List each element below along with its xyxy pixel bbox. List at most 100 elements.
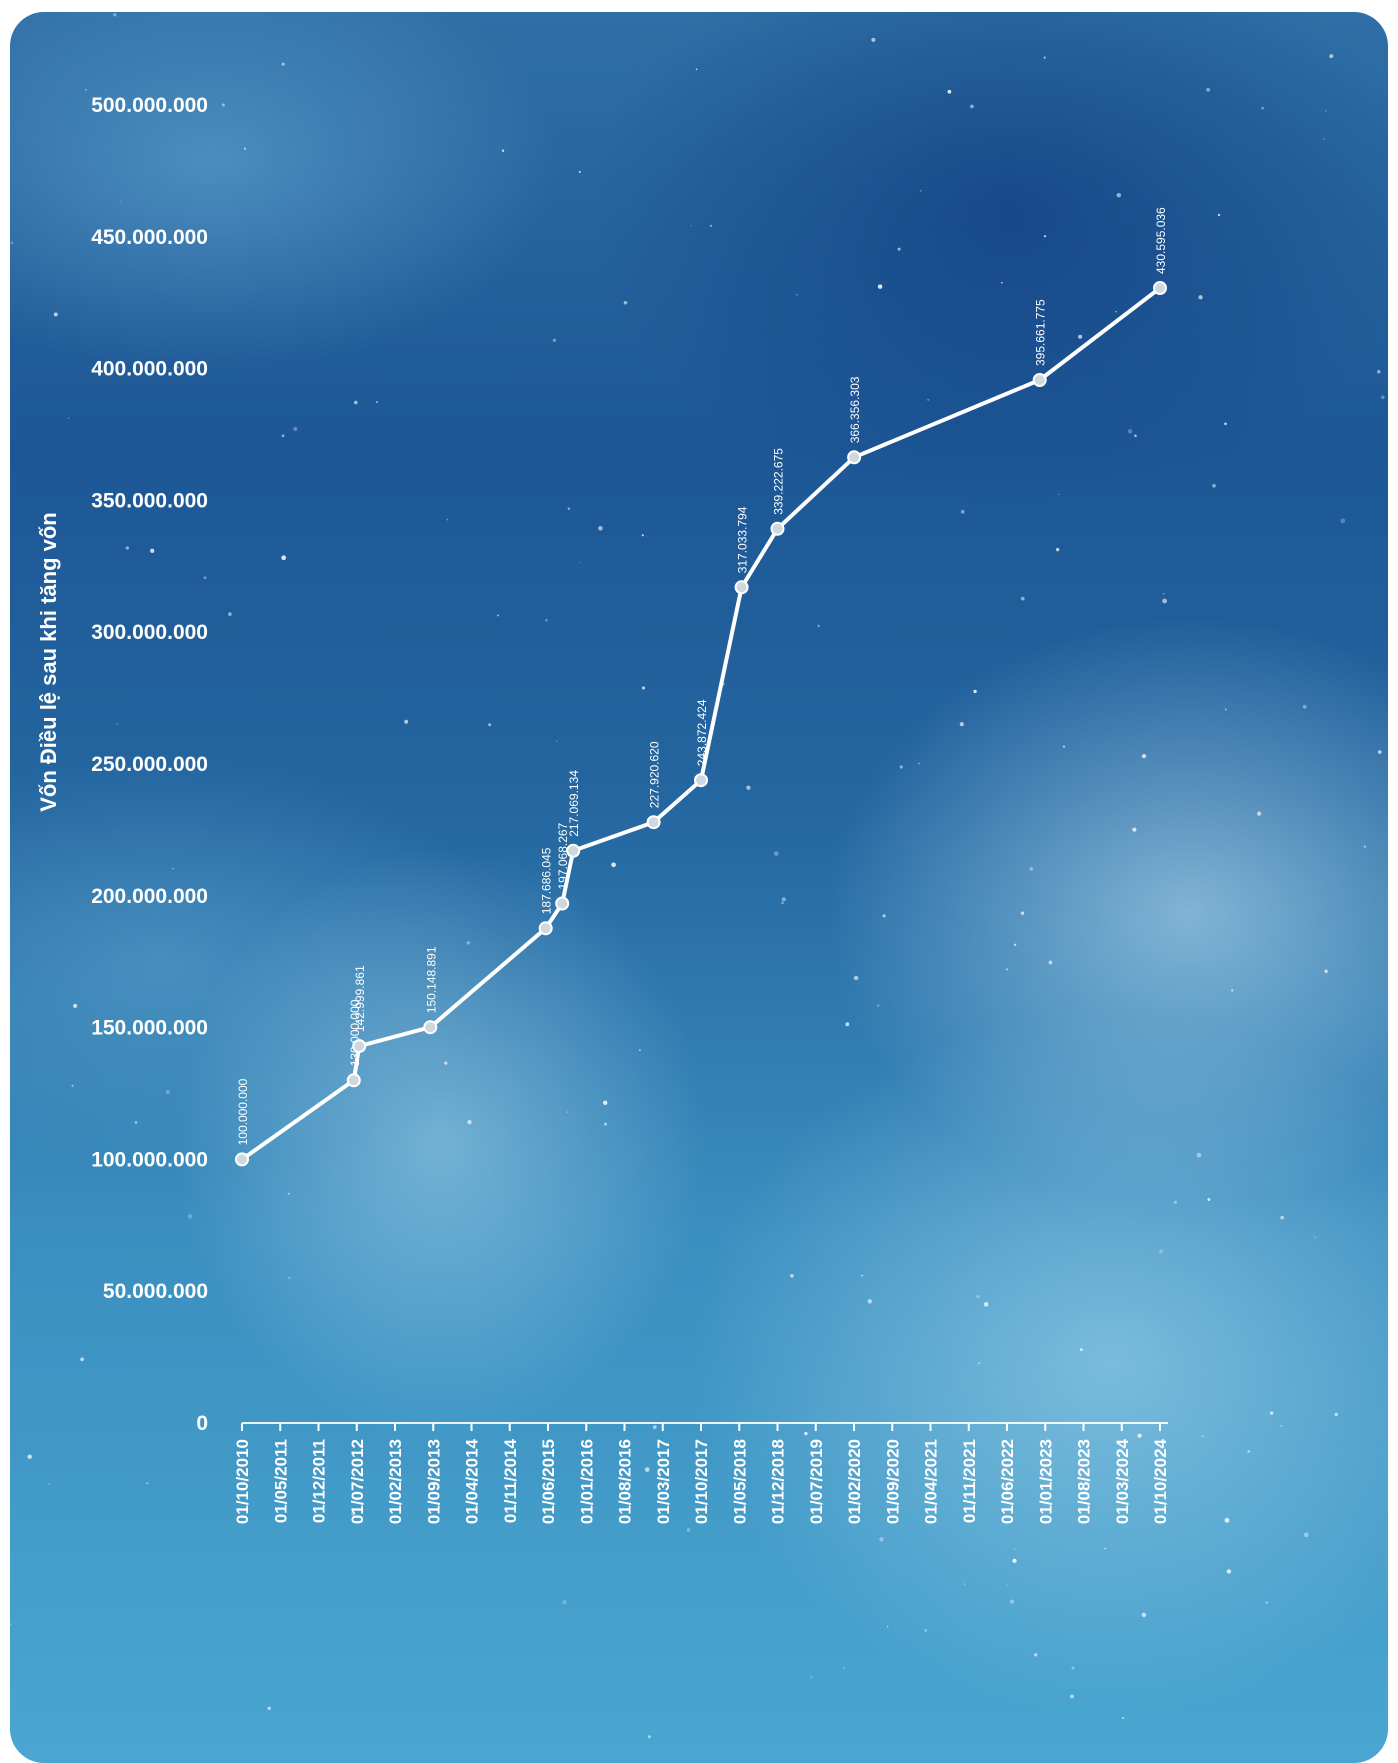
star-dot [556,740,558,742]
star-dot [804,1431,808,1436]
x-tick-label: 01/02/2020 [845,1439,864,1524]
star-dot [1212,483,1216,488]
star-dot [1058,493,1060,495]
star-dot [973,689,977,694]
x-tick-label: 01/03/2024 [1113,1438,1132,1524]
star-dot [963,1583,966,1586]
star-dot [876,1004,880,1007]
star-dot [810,1676,813,1679]
star-dot [1261,106,1264,110]
y-tick-label: 300.000.000 [91,621,208,644]
star-dot [10,1623,12,1626]
star-dot [119,200,122,203]
star-dot [172,868,174,870]
star-dot [1029,867,1034,871]
star-dot [1134,434,1137,438]
star-dot [67,416,70,419]
y-tick-label: 150.000.000 [91,1017,208,1040]
star-dot [228,612,232,616]
y-tick-label: 500.000.000 [91,94,208,117]
star-dot [639,1049,641,1052]
star-dot [845,1022,850,1027]
star-dot [879,1536,884,1542]
x-tick-label: 01/08/2016 [616,1439,635,1524]
star-dot [1377,750,1382,754]
star-dot [85,88,87,91]
data-point [847,450,862,465]
y-tick-label: 250.000.000 [91,753,208,776]
y-tick-label: 100.000.000 [91,1148,208,1171]
star-dot [1280,1424,1282,1427]
star-dot [1055,547,1060,552]
x-tick-label: 01/07/2012 [348,1439,367,1524]
star-dot [611,862,616,868]
data-point [235,1152,249,1167]
data-label: 339.222.675 [772,448,786,515]
data-label: 197.068.267 [556,822,570,889]
data-point [734,580,749,595]
star-dot [1173,1200,1177,1204]
star-dot [1162,598,1167,604]
data-label: 142.999.861 [353,965,367,1032]
star-dot [1196,1152,1202,1158]
star-dot [288,1276,291,1280]
star-dot [867,1299,872,1304]
data-label: 317.033.794 [736,506,750,573]
star-dot [602,1100,608,1106]
data-label: 366.356.303 [848,376,862,443]
star-dot [1137,1433,1142,1438]
star-dot [243,147,247,150]
star-dot [686,1528,691,1532]
x-tick-label: 01/11/2021 [960,1439,979,1523]
star-dot [293,426,298,432]
star-dot [598,526,603,531]
star-dot [1007,1584,1009,1586]
star-dot [1071,1666,1075,1670]
star-dot [927,398,930,401]
star-dot [1280,1215,1284,1220]
star-dot [817,624,820,628]
data-label: 187.686.045 [540,847,554,914]
star-dot [1012,1558,1017,1563]
star-dot [1224,708,1227,711]
star-dot [1141,1612,1147,1618]
star-dot [978,1362,981,1365]
star-dot [134,1121,138,1124]
star-dot [1070,1694,1074,1699]
star-dot [53,312,58,317]
x-tick-label: 01/09/2020 [883,1439,902,1524]
star-dot [73,1003,78,1008]
star-dot [221,103,225,107]
star-dot [1009,1599,1015,1604]
star-dot [567,507,571,510]
y-tick-label: 50.000.000 [103,1280,208,1303]
star-dot [1201,1435,1204,1438]
star-dot [1122,1717,1124,1719]
starfield-decoration [10,13,1385,1739]
y-tick-label: 0 [196,1412,208,1435]
star-dot [176,365,179,369]
star-dot [497,614,500,617]
y-tick-label: 450.000.000 [91,226,208,249]
star-dot [641,686,646,690]
star-dot [1132,827,1137,832]
star-dot [281,555,287,561]
star-dot [947,89,952,94]
data-point [646,815,661,830]
star-dot [959,722,964,727]
star-dot [652,1425,657,1430]
data-point [1153,281,1167,295]
data-point [423,1020,438,1035]
star-dot [552,338,557,342]
star-dot [899,765,903,769]
star-dot [48,1483,50,1485]
data-label: 217.069.134 [567,770,581,837]
star-dot [1381,395,1385,399]
star-dot [1020,596,1025,601]
data-point [566,843,581,858]
star-dot [182,102,184,104]
star-dot [1314,1236,1317,1239]
star-dot [887,1625,889,1628]
